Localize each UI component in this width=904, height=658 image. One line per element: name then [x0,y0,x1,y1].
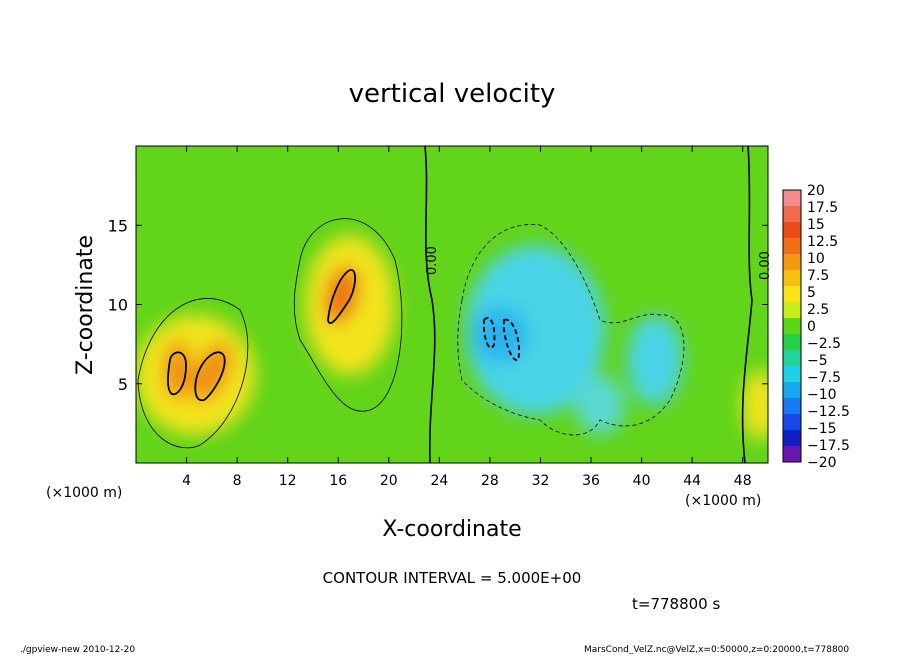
heatmap-field [136,146,768,463]
downdraft-region-3 [575,375,625,435]
colorbar-label: −5 [807,353,828,369]
colorbar-label: 2.5 [807,302,829,318]
colorbar-swatch [783,254,801,271]
colorbar-swatch [783,238,801,255]
contour-5-left [137,298,249,449]
edge-warm-right [742,370,768,440]
downdraft-region-2 [627,315,683,405]
colorbar-swatch [783,206,801,223]
contour-neg10-a [483,317,496,349]
colorbar-swatch [783,430,801,447]
colorbar-swatch [783,318,801,335]
x-tick-label: 12 [279,473,297,489]
y-tick-label: 15 [108,216,128,235]
colorbar-swatch [783,350,801,367]
contour-label-zero-1: 0.00 [425,246,440,275]
contour-neg5-a [457,224,685,436]
contour-label-zero-2: 0.00 [758,251,773,280]
colorbar-swatch [783,286,801,303]
colorbar-label: 17.5 [807,200,838,216]
footer-left: ./gpview-new 2010-12-20 [20,645,135,654]
colorbar-label: −12.5 [807,404,850,420]
colorbar-label: 0 [807,319,816,335]
contour-zero-line-right [741,146,753,463]
contour-5-center [293,218,403,412]
colorbar-label: −7.5 [807,370,841,386]
contour-10-left-b [194,351,226,402]
downdraft-region [465,245,605,415]
contour-zero-line [424,146,436,463]
x-tick-label: 44 [683,473,701,489]
colorbar-swatch [783,398,801,415]
x-tick-label: 36 [582,473,600,489]
y-tick-label: 5 [118,375,128,394]
updraft-core-center [324,265,360,325]
colorbar-swatch [783,270,801,287]
x-tick-label: 32 [532,473,550,489]
colorbar-swatch [783,366,801,383]
colorbar-swatch [783,302,801,319]
x-tick-label: 48 [734,473,752,489]
colorbar-label: −20 [807,455,837,471]
contour-lines [137,146,753,463]
contour-neg10-b [503,319,520,361]
contour-10-left-a [167,351,187,396]
footer-right: MarsCond_VelZ.nc@VelZ,x=0:50000,z=0:2000… [584,645,849,654]
colorbar-label: 7.5 [807,268,829,284]
colorbar-swatch [783,190,801,207]
y-axis-label: Z-coordinate [73,235,98,375]
x-tick-label: 20 [380,473,398,489]
colorbar-swatch [783,222,801,239]
y-tick-label: 10 [108,296,128,315]
colorbar-label: 5 [807,285,816,301]
colorbar: 2017.51512.5107.552.50−2.5−5−7.5−10−12.5… [782,183,850,471]
contour-10-center [327,269,356,324]
x-tick-label: 28 [481,473,499,489]
updraft-core-left-b [192,342,232,402]
colorbar-frame [782,189,802,463]
updraft-core-left-a [164,340,192,400]
x-axis-label: X-coordinate [382,517,521,542]
colorbar-label: 10 [807,251,825,267]
x-tick-label: 16 [329,473,347,489]
x-unit-right: (×1000 m) [685,493,761,509]
chart-title: vertical velocity [349,79,556,109]
colorbar-swatch [783,334,801,351]
x-tick-label: 24 [430,473,448,489]
time-label: t=778800 s [632,595,720,613]
contour-interval-text: CONTOUR INTERVAL = 5.000E+00 [323,569,582,587]
colorbar-label: 12.5 [807,234,838,250]
x-tick-label: 40 [633,473,651,489]
x-tick-label: 4 [182,473,191,489]
x-unit-left: (×1000 m) [46,485,122,501]
colorbar-swatch [783,382,801,399]
y-axis: 5 10 15 [108,216,768,394]
colorbar-label: −15 [807,421,837,437]
colorbar-swatch [783,414,801,431]
colorbar-label: 20 [807,183,825,199]
x-tick-label: 8 [233,473,242,489]
x-axis: 4 8 12 16 20 24 28 32 36 40 44 48 [182,146,752,489]
colorbar-swatch [783,446,801,463]
colorbar-label: −17.5 [807,438,850,454]
colorbar-label: −10 [807,387,837,403]
downdraft-core [472,307,528,363]
colorbar-label: −2.5 [807,336,841,352]
colorbar-label: 15 [807,217,825,233]
